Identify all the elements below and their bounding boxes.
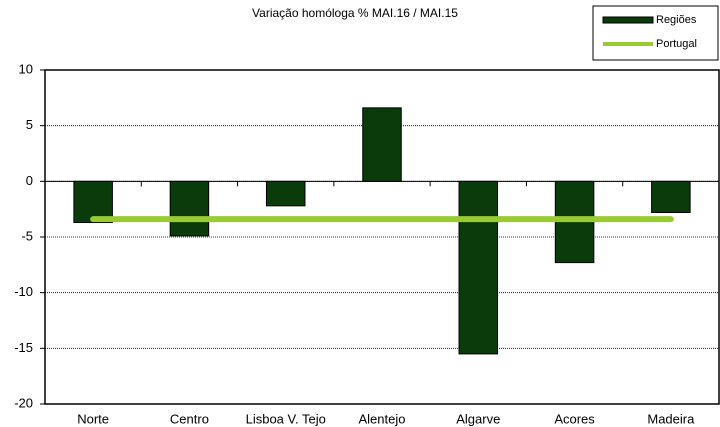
x-tick-label: Norte bbox=[77, 411, 109, 426]
bar bbox=[73, 180, 113, 224]
y-tick-label: -20 bbox=[14, 395, 33, 410]
y-tick-label: -5 bbox=[21, 228, 33, 243]
x-tick-label: Algarve bbox=[456, 411, 500, 426]
y-tick-label: -10 bbox=[14, 284, 33, 299]
bar bbox=[362, 107, 402, 182]
bar bbox=[458, 180, 499, 355]
bar bbox=[265, 180, 306, 207]
y-tick-label: 5 bbox=[26, 117, 33, 132]
plot-frame bbox=[44, 69, 720, 405]
legend-box bbox=[592, 5, 719, 61]
legend-swatch bbox=[602, 16, 654, 24]
chart-title: Variação homóloga % MAI.16 / MAI.15 bbox=[252, 6, 458, 20]
y-tick-label: 0 bbox=[26, 173, 33, 188]
x-tick-label: Centro bbox=[170, 411, 209, 426]
x-tick-label: Lisboa V. Tejo bbox=[246, 411, 326, 426]
y-tick-label: 10 bbox=[19, 61, 33, 76]
y-tick-label: -15 bbox=[14, 340, 33, 355]
x-tick-label: Madeira bbox=[647, 411, 695, 426]
bar bbox=[651, 180, 691, 214]
legend-text: Regiões bbox=[656, 14, 697, 26]
x-tick-label: Acores bbox=[554, 411, 595, 426]
legend-text: Portugal bbox=[656, 38, 697, 50]
x-tick-label: Alentejo bbox=[359, 411, 406, 426]
bar bbox=[169, 180, 210, 237]
